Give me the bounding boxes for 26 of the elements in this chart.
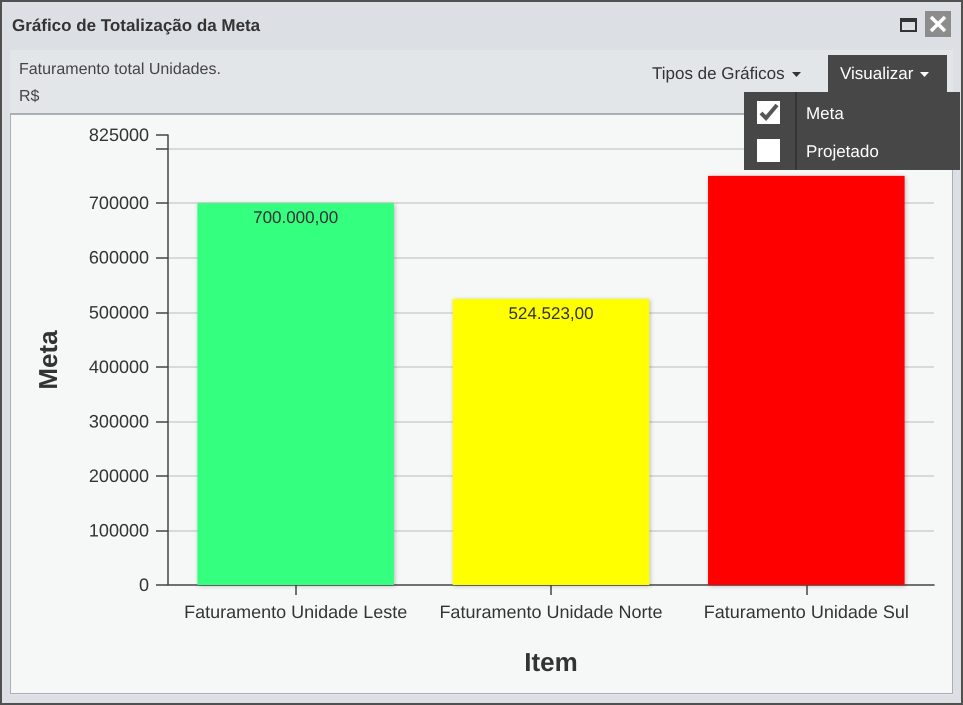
text: Tipos de Gráficos bbox=[652, 64, 785, 84]
text: R$ bbox=[19, 88, 40, 106]
x-tick-label: Faturamento Unidade Norte bbox=[439, 602, 663, 622]
y-tick-label: 700000 bbox=[88, 193, 149, 214]
y-tick-label: 400000 bbox=[88, 356, 149, 377]
text: Visualizar bbox=[840, 64, 914, 84]
chart-title: Gráfico de Totalização da Meta bbox=[12, 16, 260, 36]
bar bbox=[708, 176, 905, 585]
x-tick-label: Faturamento Unidade Leste bbox=[184, 602, 408, 622]
x-tick-label: Faturamento Unidade Sul bbox=[704, 602, 909, 622]
y-tick-label: 500000 bbox=[88, 302, 149, 322]
y-tick-label: 600000 bbox=[88, 248, 149, 268]
bar bbox=[197, 203, 394, 585]
text: Meta bbox=[806, 104, 844, 124]
y-tick-label: 300000 bbox=[88, 411, 149, 432]
y-axis-title: Meta bbox=[33, 330, 63, 390]
y-tick-label: 100000 bbox=[88, 520, 149, 540]
y-tick-label: 825000 bbox=[88, 125, 149, 145]
data-label: 700.000,00 bbox=[253, 208, 338, 228]
bar bbox=[452, 298, 650, 585]
y-tick-label: 0 bbox=[138, 575, 149, 595]
x-axis-title: Item bbox=[524, 647, 578, 677]
y-tick-label: 200000 bbox=[88, 466, 149, 486]
annotation: Projetado bbox=[806, 142, 879, 162]
data-label: 524.523,00 bbox=[508, 304, 594, 323]
chart-subtitle: Faturamento total Unidades. bbox=[19, 61, 221, 79]
